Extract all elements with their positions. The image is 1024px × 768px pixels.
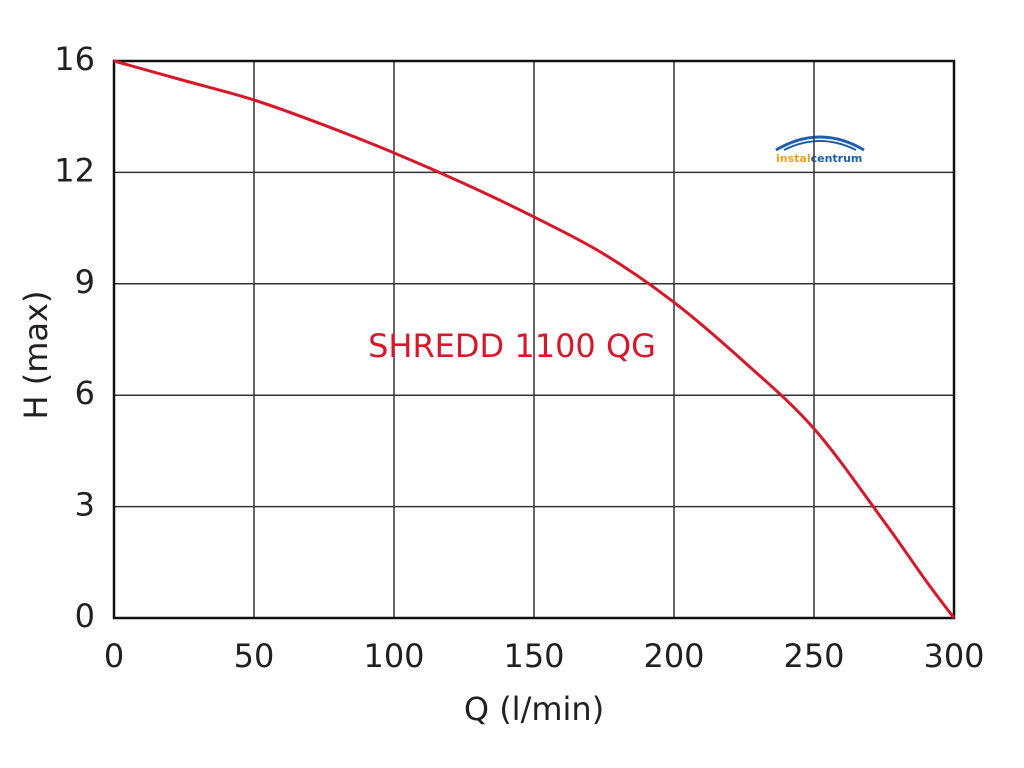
logo-arc [775, 135, 865, 152]
y-tick-label: 9 [75, 263, 95, 301]
logo-part: centrum [811, 152, 863, 165]
y-tick-label: 16 [54, 40, 95, 78]
y-tick-label: 3 [75, 486, 95, 524]
y-tick-label: 6 [75, 374, 95, 412]
x-axis-label: Q (l/min) [464, 690, 604, 728]
y-tick-label: 0 [75, 597, 95, 635]
curve [113, 59, 956, 619]
x-tick-label: 250 [783, 637, 844, 675]
y-axis-label: H (max) [17, 291, 55, 420]
logo-part: instal [776, 152, 811, 165]
x-tick-label: 150 [503, 637, 564, 675]
logo-text: instalcentrum [776, 152, 862, 165]
x-tick-label: 0 [104, 637, 124, 675]
x-tick-label: 50 [234, 637, 275, 675]
plot-frame [112, 59, 956, 620]
x-tick-label: 300 [923, 637, 984, 675]
annotation: SHREDD 1100 QG [368, 327, 656, 365]
x-tick-label: 200 [643, 637, 704, 675]
logo-arc [783, 140, 857, 151]
logo: instalcentrum [775, 135, 865, 165]
x-tick-label: 100 [363, 637, 424, 675]
y-tick-label: 12 [54, 151, 95, 189]
